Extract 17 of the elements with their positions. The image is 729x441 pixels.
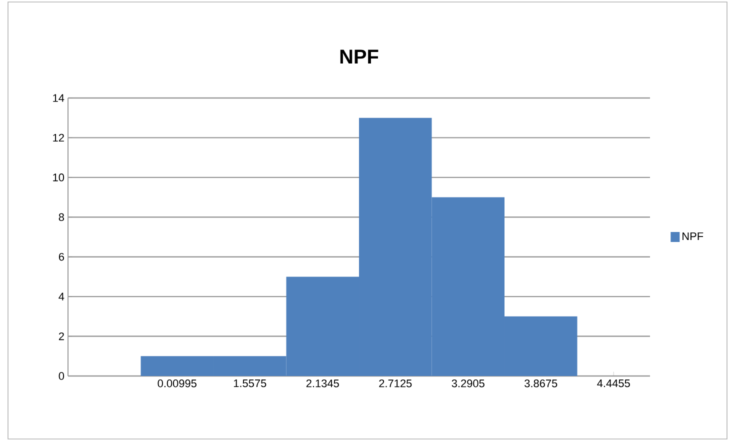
x-tick-label: 4.4455 [597,380,630,388]
x-tick-label: 3.2905 [452,380,484,388]
x-tick-label: 2.7125 [379,380,412,388]
y-tick-label: 12 [53,134,64,142]
y-tick-label: 2 [58,332,64,340]
y-tick-label: 6 [58,252,64,261]
y-tick-label: 0 [58,372,64,380]
x-tick-label: 0.00995 [158,380,196,388]
y-tick-label: 10 [53,174,64,182]
legend-label: NPF [682,232,704,240]
y-tick-label: 4 [58,292,64,300]
x-tick-label: 2.1345 [306,380,339,388]
x-tick-label: 1.5575 [234,380,266,388]
chart-title: NPF [340,50,378,64]
y-tick-label: 14 [53,94,64,102]
y-tick-label: 8 [58,213,64,222]
x-tick-label: 3.8675 [524,380,558,388]
